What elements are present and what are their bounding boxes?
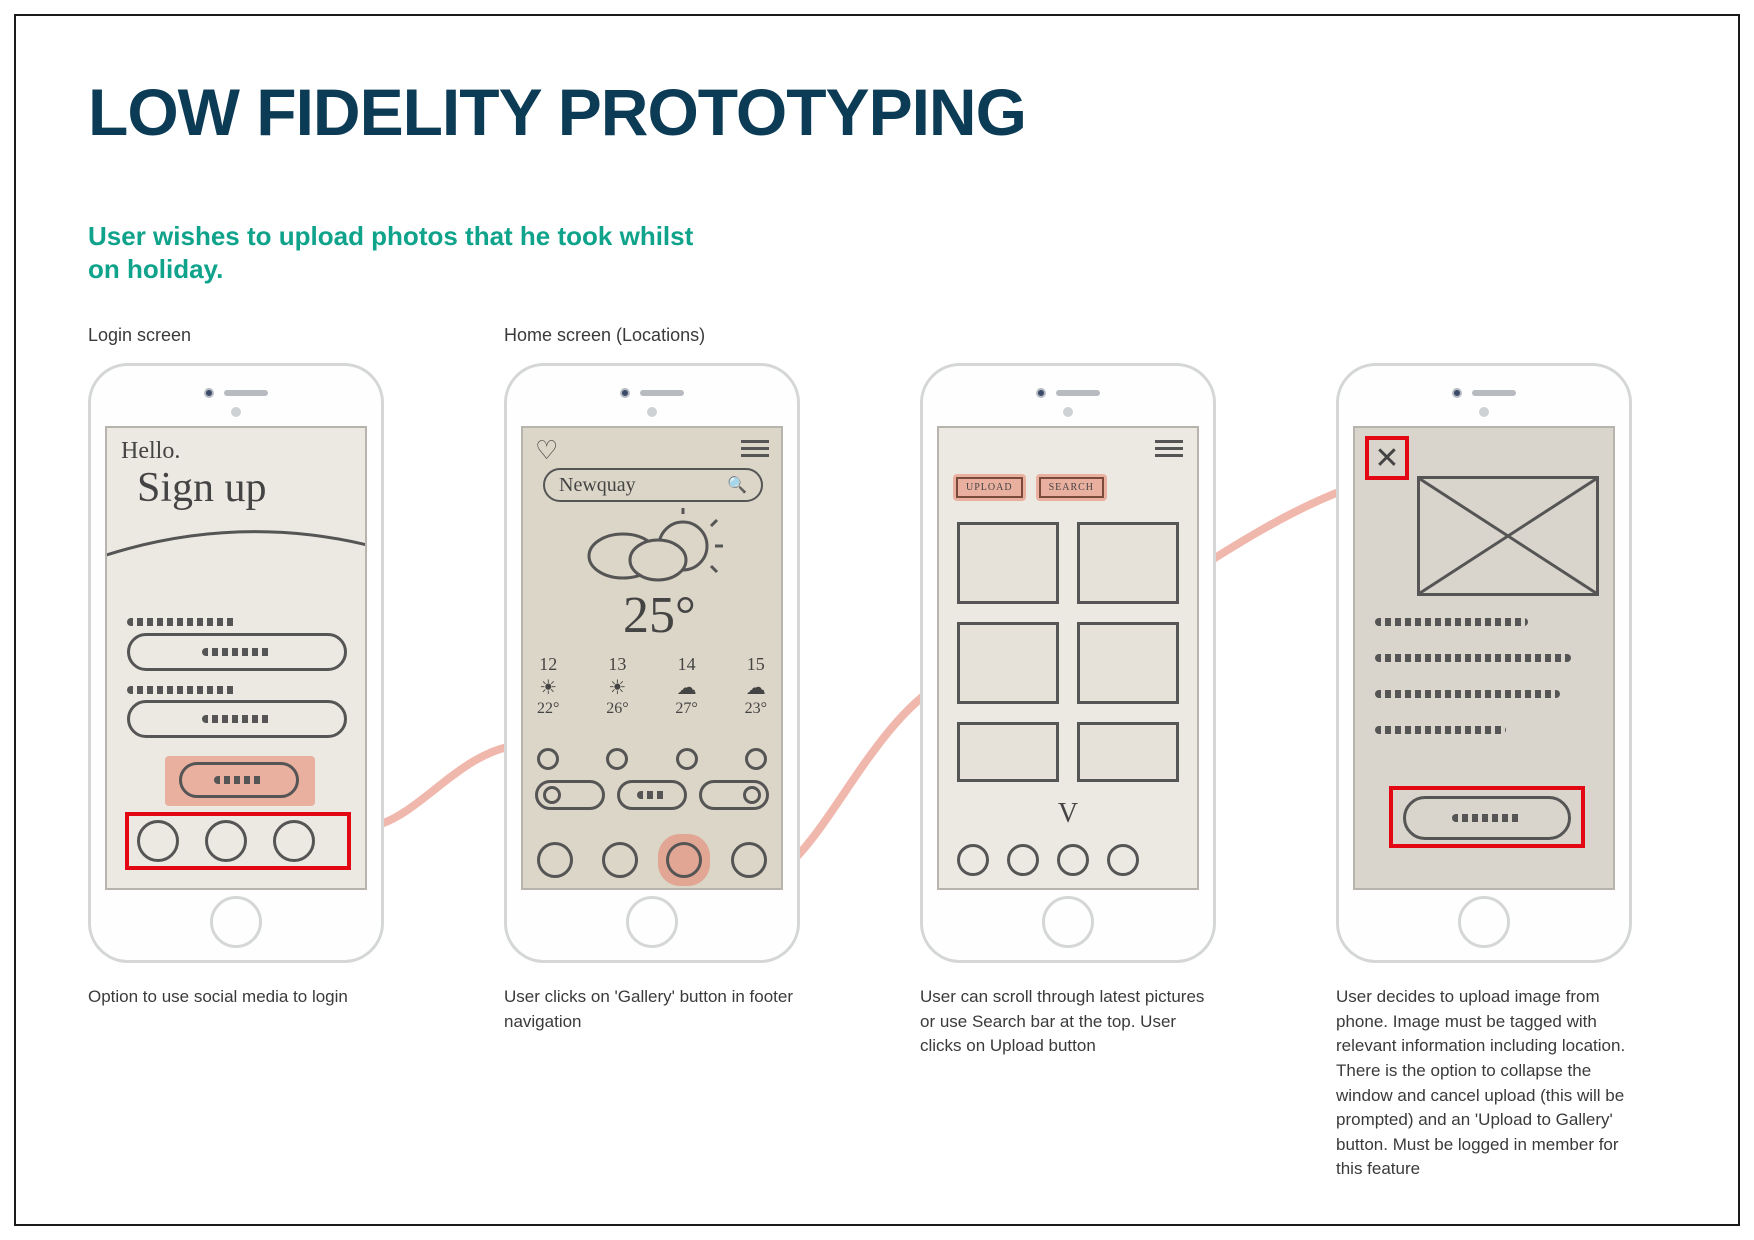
screen-login: Hello. Sign up xyxy=(105,426,367,890)
field-line[interactable] xyxy=(1375,618,1528,626)
dot xyxy=(676,748,698,770)
screen-upload: ✕ xyxy=(1353,426,1615,890)
caption-login: Option to use social media to login xyxy=(88,985,384,1010)
page-frame: LOW FIDELITY PROTOTYPING User wishes to … xyxy=(14,14,1740,1226)
thumb[interactable] xyxy=(1077,722,1179,782)
dot xyxy=(745,748,767,770)
forecast-day: 14☁27° xyxy=(675,654,697,718)
footer-icon[interactable] xyxy=(1007,844,1039,876)
page-title: LOW FIDELITY PROTOTYPING xyxy=(88,74,1666,150)
field-line[interactable] xyxy=(1375,690,1560,698)
phone-login: Hello. Sign up xyxy=(88,363,384,963)
caption-gallery: User can scroll through latest pictures … xyxy=(920,985,1216,1059)
forecast-day: 15☁23° xyxy=(745,654,767,718)
curve-deco xyxy=(105,518,367,578)
footer-icon[interactable] xyxy=(602,842,638,878)
close-icon[interactable]: ✕ xyxy=(1374,441,1399,476)
hello-text: Hello. xyxy=(121,438,180,465)
current-temp: 25° xyxy=(623,586,696,645)
weather-icon xyxy=(563,508,743,598)
thumb[interactable] xyxy=(957,622,1059,704)
heart-icon[interactable]: ♡ xyxy=(535,436,558,466)
label-gallery xyxy=(920,325,1216,347)
close-highlight: ✕ xyxy=(1365,436,1409,480)
social-icon[interactable] xyxy=(205,820,247,862)
dot xyxy=(537,748,559,770)
thumb[interactable] xyxy=(957,522,1059,604)
screen-home: ♡ Newquay 🔍 25° xyxy=(521,426,783,890)
footer-icon[interactable] xyxy=(1107,844,1139,876)
label-upload xyxy=(1336,325,1632,347)
toggle[interactable] xyxy=(617,780,687,810)
field-password[interactable] xyxy=(127,700,347,738)
scenario-subtitle: User wishes to upload photos that he too… xyxy=(88,220,728,285)
chevron-down-icon[interactable]: V xyxy=(1058,798,1078,830)
home-button[interactable] xyxy=(210,896,262,948)
phone-home: ♡ Newquay 🔍 25° xyxy=(504,363,800,963)
thumb[interactable] xyxy=(1077,622,1179,704)
login-button[interactable] xyxy=(179,762,299,798)
image-placeholder[interactable] xyxy=(1417,476,1599,596)
screen-gallery: UPLOAD SEARCH V xyxy=(937,426,1199,890)
home-button[interactable] xyxy=(1458,896,1510,948)
forecast-day: 12☀22° xyxy=(537,654,559,718)
thumb[interactable] xyxy=(957,722,1059,782)
thumb[interactable] xyxy=(1077,522,1179,604)
home-button[interactable] xyxy=(1042,896,1094,948)
phone-upload: ✕ xyxy=(1336,363,1632,963)
caption-upload: User decides to upload image from phone.… xyxy=(1336,985,1632,1182)
footer-icon[interactable] xyxy=(537,842,573,878)
caption-home: User clicks on 'Gallery' button in foote… xyxy=(504,985,800,1034)
toggle[interactable] xyxy=(699,780,769,810)
footer-icon[interactable] xyxy=(957,844,989,876)
col-login: Login screen Hello. Sign up xyxy=(88,325,384,1010)
dot xyxy=(606,748,628,770)
search-value: Newquay xyxy=(559,474,636,497)
home-button[interactable] xyxy=(626,896,678,948)
search-icon: 🔍 xyxy=(727,475,747,495)
upload-button[interactable] xyxy=(1403,796,1571,840)
search-bar[interactable]: Newquay 🔍 xyxy=(543,468,763,502)
field-line[interactable] xyxy=(1375,654,1571,662)
col-home: Home screen (Locations) ♡ Newquay 🔍 xyxy=(504,325,800,1034)
social-icon[interactable] xyxy=(273,820,315,862)
forecast-day: 13☀26° xyxy=(606,654,628,718)
hamburger-icon[interactable] xyxy=(1155,440,1183,457)
field-line[interactable] xyxy=(1375,726,1506,734)
toggle[interactable] xyxy=(535,780,605,810)
label-home: Home screen (Locations) xyxy=(504,325,800,347)
col-upload: ✕ User decides to upload im xyxy=(1336,325,1632,1182)
col-gallery: UPLOAD SEARCH V xyxy=(920,325,1216,1059)
social-icon[interactable] xyxy=(137,820,179,862)
phone-gallery: UPLOAD SEARCH V xyxy=(920,363,1216,963)
signup-text: Sign up xyxy=(137,464,267,512)
field-username[interactable] xyxy=(127,633,347,671)
label-login: Login screen xyxy=(88,325,384,347)
search-tag[interactable]: SEARCH xyxy=(1039,477,1104,498)
screens-row: Login screen Hello. Sign up xyxy=(88,325,1666,1182)
footer-icon[interactable] xyxy=(1057,844,1089,876)
upload-tag[interactable]: UPLOAD xyxy=(956,477,1023,498)
hamburger-icon[interactable] xyxy=(741,440,769,457)
footer-icon[interactable] xyxy=(731,842,767,878)
